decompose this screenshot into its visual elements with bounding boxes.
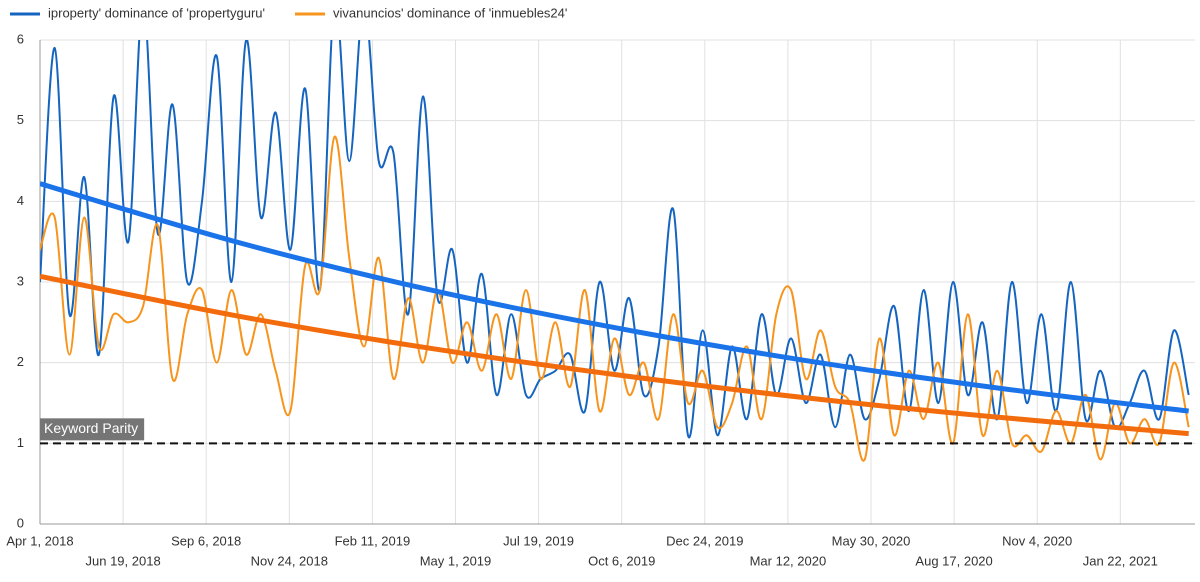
y-tick-label: 5	[17, 112, 24, 127]
x-tick-label: Aug 17, 2020	[915, 553, 992, 568]
x-tick-label: Dec 24, 2019	[666, 533, 743, 548]
plot-area	[40, 40, 1190, 462]
y-tick-label: 1	[17, 435, 24, 450]
y-tick-label: 3	[17, 273, 24, 288]
reference-label: Keyword Parity	[44, 420, 138, 436]
x-tick-label: Mar 12, 2020	[750, 553, 827, 568]
legend-label: vivanuncios' dominance of 'inmuebles24'	[333, 5, 567, 20]
x-tick-label: Jun 19, 2018	[86, 553, 161, 568]
x-tick-label: Nov 4, 2020	[1002, 533, 1072, 548]
reference-label-box	[40, 418, 145, 441]
trend-line	[40, 181, 1189, 414]
y-tick-label: 2	[17, 354, 24, 369]
x-tick-label: Oct 6, 2019	[588, 553, 655, 568]
x-tick-label: May 1, 2019	[420, 553, 492, 568]
series-line	[40, 40, 1190, 439]
trend-line	[40, 273, 1189, 437]
x-tick-label: Feb 11, 2019	[335, 533, 411, 548]
legend-label: iproperty' dominance of 'propertyguru'	[48, 5, 265, 20]
x-tick-label: Apr 1, 2018	[6, 533, 73, 548]
y-tick-label: 4	[17, 193, 24, 208]
x-tick-label: Jan 22, 2021	[1083, 553, 1158, 568]
x-tick-label: Sep 6, 2018	[171, 533, 241, 548]
x-tick-label: Nov 24, 2018	[251, 553, 328, 568]
x-tick-label: May 30, 2020	[832, 533, 911, 548]
y-tick-label: 6	[17, 31, 24, 46]
y-tick-label: 0	[17, 515, 24, 530]
x-tick-label: Jul 19, 2019	[503, 533, 574, 548]
